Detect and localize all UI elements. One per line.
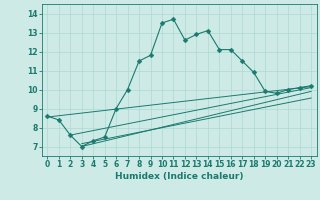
- X-axis label: Humidex (Indice chaleur): Humidex (Indice chaleur): [115, 172, 244, 181]
